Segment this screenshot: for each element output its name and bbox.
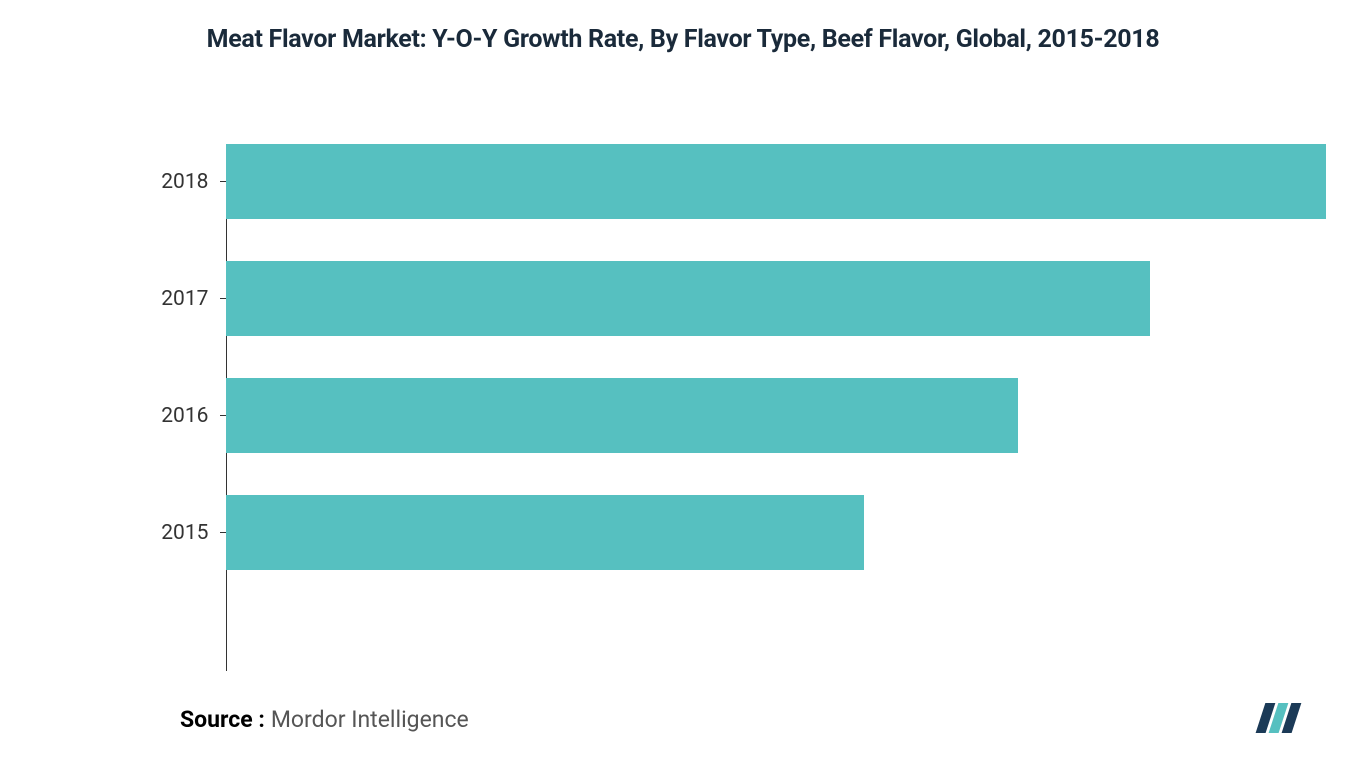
source-value: Mordor Intelligence <box>271 706 469 733</box>
plot-area: 2018 2017 2016 2015 <box>40 144 1326 671</box>
source-label: Source : <box>180 706 265 733</box>
bar <box>226 495 864 570</box>
y-axis-label: 2018 <box>40 170 220 194</box>
bar-track <box>226 261 1326 336</box>
bar <box>226 144 1326 219</box>
bar-row: 2018 <box>40 144 1326 219</box>
bar-row: 2016 <box>40 378 1326 453</box>
y-axis-label: 2015 <box>40 521 220 545</box>
y-axis-label: 2016 <box>40 404 220 428</box>
logo-icon <box>1252 701 1316 733</box>
bar-track <box>226 378 1326 453</box>
bar-row: 2017 <box>40 261 1326 336</box>
bar <box>226 261 1150 336</box>
chart-title: Meat Flavor Market: Y-O-Y Growth Rate, B… <box>30 25 1336 54</box>
source-attribution: Source : Mordor Intelligence <box>180 706 469 733</box>
bar-track <box>226 144 1326 219</box>
bar-row: 2015 <box>40 495 1326 570</box>
chart-container: Meat Flavor Market: Y-O-Y Growth Rate, B… <box>0 0 1366 768</box>
bar-track <box>226 495 1326 570</box>
chart-footer: Source : Mordor Intelligence <box>30 701 1336 738</box>
y-axis-label: 2017 <box>40 287 220 311</box>
brand-logo <box>1252 701 1316 733</box>
plot-wrapper: 2018 2017 2016 2015 <box>30 54 1336 701</box>
bar <box>226 378 1018 453</box>
